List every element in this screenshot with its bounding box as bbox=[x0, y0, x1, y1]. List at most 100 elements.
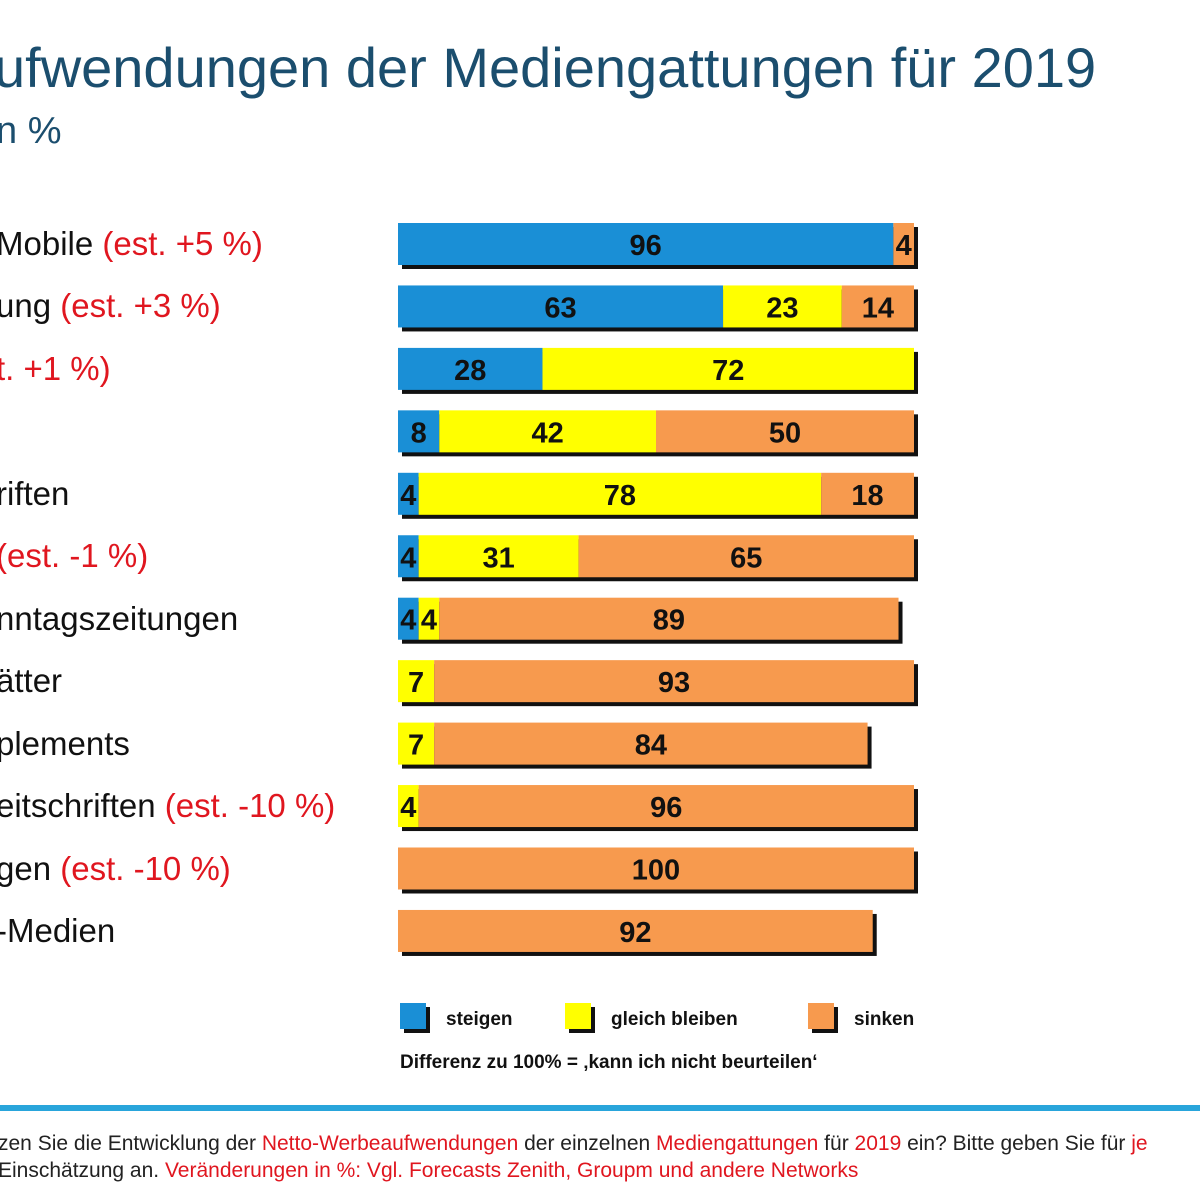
question-highlight: Netto-Werbeaufwendungen bbox=[261, 1132, 519, 1155]
category-name: plements bbox=[0, 724, 130, 762]
category-name: Mobile bbox=[0, 225, 94, 262]
legend-swatch bbox=[400, 1003, 426, 1029]
question-text: zen Sie die Entwicklung der Netto-Werbea… bbox=[0, 1130, 1148, 1185]
category-name: gen bbox=[0, 849, 52, 887]
category-label: Mobile (est. +5 %) bbox=[0, 227, 263, 260]
data-label: 7 bbox=[408, 730, 424, 762]
bar-gleich-bleiben bbox=[723, 285, 842, 328]
category-label: nntagszeitungen bbox=[0, 602, 238, 635]
data-label: 7 bbox=[408, 667, 424, 699]
question-part: ein? Bitte geben Sie für bbox=[901, 1132, 1132, 1155]
question-highlight: je bbox=[1131, 1132, 1148, 1155]
data-label: 78 bbox=[604, 480, 636, 512]
data-label: 18 bbox=[851, 480, 883, 512]
data-label: 4 bbox=[400, 605, 416, 637]
data-label: 4 bbox=[896, 230, 912, 262]
bar-sinken bbox=[821, 472, 914, 515]
category-label: -Medien bbox=[0, 914, 115, 947]
bar-steigen bbox=[398, 535, 419, 578]
category-estimate: (est. -10 %) bbox=[51, 849, 231, 887]
data-label: 42 bbox=[532, 417, 564, 449]
bar-steigen bbox=[398, 347, 543, 390]
bar-steigen bbox=[398, 597, 419, 640]
category-label: (est. -1 %) bbox=[0, 539, 148, 572]
divider-rule bbox=[0, 1105, 1200, 1111]
data-label: 4 bbox=[400, 542, 416, 574]
data-label: 63 bbox=[544, 292, 576, 324]
category-name: nntagszeitungen bbox=[0, 599, 239, 637]
data-label: 96 bbox=[630, 230, 662, 262]
bar-steigen bbox=[398, 410, 440, 453]
page-subtitle: n % bbox=[0, 110, 62, 152]
category-label: eitschriften (est. -10 %) bbox=[0, 789, 335, 822]
bar-sinken bbox=[434, 722, 868, 765]
data-label: 93 bbox=[658, 667, 690, 699]
bar-gleich-bleiben bbox=[439, 410, 656, 453]
bar-steigen bbox=[398, 472, 419, 515]
bar-sinken bbox=[418, 785, 914, 828]
bar-steigen bbox=[398, 285, 724, 328]
category-estimate: (est. -10 %) bbox=[155, 787, 336, 825]
page-title: ufwendungen der Mediengattungen für 2019 bbox=[0, 36, 1097, 99]
data-label: 31 bbox=[482, 542, 514, 574]
legend-swatch bbox=[565, 1003, 591, 1029]
bar-gleich-bleiben bbox=[418, 472, 822, 515]
data-label: 96 bbox=[650, 792, 682, 824]
bar-sinken bbox=[398, 909, 873, 952]
category-estimate: t. +1 %) bbox=[0, 349, 111, 387]
bar-sinken bbox=[841, 285, 914, 328]
bar-gleich-bleiben bbox=[398, 660, 435, 703]
question-part: zen Sie die Entwicklung der bbox=[0, 1132, 262, 1155]
category-label: plements bbox=[0, 727, 130, 760]
question-highlight: Mediengattungen bbox=[656, 1132, 819, 1155]
question-part: für bbox=[818, 1132, 855, 1155]
legend-label: sinken bbox=[854, 1009, 914, 1030]
data-label: 28 bbox=[454, 355, 486, 387]
category-name: ätter bbox=[0, 662, 63, 700]
bar-sinken bbox=[578, 535, 914, 578]
data-label: 92 bbox=[619, 917, 651, 949]
data-label: 8 bbox=[411, 417, 427, 449]
bar-gleich-bleiben bbox=[398, 785, 419, 828]
bar-sinken bbox=[656, 410, 914, 453]
category-name: ung bbox=[0, 287, 52, 325]
data-label: 4 bbox=[400, 480, 416, 512]
data-label: 4 bbox=[421, 605, 437, 637]
data-label: 100 bbox=[632, 855, 680, 887]
category-label: riften bbox=[0, 477, 69, 510]
category-name: -Medien bbox=[0, 911, 116, 949]
data-label: 72 bbox=[712, 355, 744, 387]
bar-sinken bbox=[439, 597, 899, 640]
legend-swatch bbox=[808, 1003, 834, 1029]
question-part: Einschätzung an. bbox=[0, 1159, 165, 1183]
category-name: eitschriften bbox=[0, 787, 156, 825]
question-highlight: Veränderungen in %: Vgl. Forecasts Zenit… bbox=[164, 1159, 859, 1183]
category-label: t. +1 %) bbox=[0, 352, 111, 385]
data-label: 23 bbox=[766, 292, 798, 324]
bar-gleich-bleiben bbox=[542, 347, 914, 390]
data-label: 4 bbox=[400, 792, 416, 824]
bar-gleich-bleiben bbox=[418, 535, 579, 578]
bar-gleich-bleiben bbox=[418, 597, 440, 640]
legend-label: gleich bleiben bbox=[611, 1009, 738, 1030]
data-label: 14 bbox=[862, 292, 894, 324]
category-label: ung (est. +3 %) bbox=[0, 289, 221, 322]
category-name: riften bbox=[0, 474, 70, 512]
bar-sinken bbox=[893, 223, 914, 265]
category-label: ätter bbox=[0, 664, 62, 697]
category-estimate: (est. -1 %) bbox=[0, 537, 149, 575]
legend-label: steigen bbox=[446, 1009, 513, 1030]
data-label: 65 bbox=[730, 542, 762, 574]
category-estimate: (est. +5 %) bbox=[93, 225, 263, 262]
bar-steigen bbox=[398, 223, 894, 265]
footnote: Differenz zu 100% = ‚kann ich nicht beur… bbox=[400, 1052, 818, 1073]
data-label: 89 bbox=[653, 605, 685, 637]
category-label: gen (est. -10 %) bbox=[0, 852, 231, 885]
question-highlight: 2019 bbox=[854, 1132, 902, 1155]
bar-sinken bbox=[434, 660, 914, 703]
bar-sinken bbox=[398, 847, 914, 890]
data-label: 50 bbox=[769, 417, 801, 449]
data-label: 84 bbox=[635, 730, 667, 762]
bar-gleich-bleiben bbox=[398, 722, 435, 765]
